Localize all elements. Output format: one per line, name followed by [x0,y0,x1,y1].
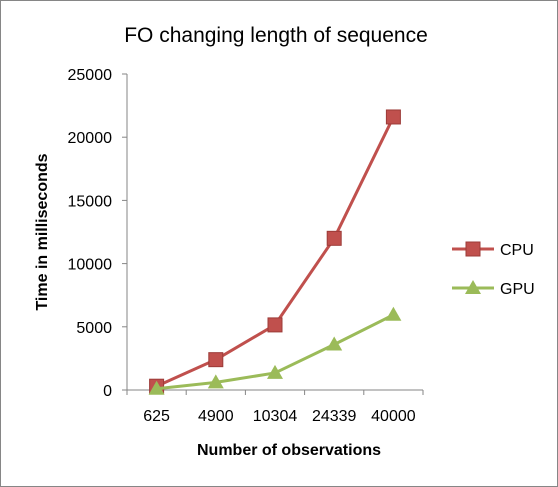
gpu-data-point [385,306,402,321]
y-axis-title: Time in milliseconds [34,153,51,310]
y-tick-label: 5000 [76,320,112,337]
x-tick-group: 625 4900 10304 24339 40000 [126,390,424,425]
y-tick-label: 25000 [68,67,113,84]
x-tick-label: 4900 [198,408,234,425]
gpu-legend-label: GPU [500,281,535,298]
x-tick-label: 40000 [371,408,416,425]
y-tick-label: 20000 [68,130,113,147]
y-tick-label: 0 [103,383,112,400]
gpu-data-point [326,336,343,351]
x-tick-label: 24339 [312,408,357,425]
y-tick-group: 0 5000 10000 15000 20000 25000 [68,67,127,400]
series-group [148,109,402,395]
gpu-data-point [267,364,283,379]
y-tick-label: 10000 [68,257,113,274]
y-tick-label: 15000 [68,193,113,210]
cpu-data-point [267,317,283,333]
cpu-series-line [155,116,395,388]
chart-title: FO changing length of sequence [124,24,428,47]
gpu-legend-marker [465,280,481,294]
x-tick-label: 10304 [253,408,298,425]
cpu-legend-label: CPU [500,242,534,259]
cpu-legend-marker [465,241,481,257]
gpu-data-point [148,380,165,395]
cpu-data-point [326,230,342,246]
legend: CPU GPU [452,241,535,298]
gpu-data-point [207,374,224,389]
x-tick-label: 625 [143,408,170,425]
cpu-data-point [385,109,401,125]
cpu-data-point [208,352,224,368]
x-axis-title: Number of observations [197,442,381,459]
